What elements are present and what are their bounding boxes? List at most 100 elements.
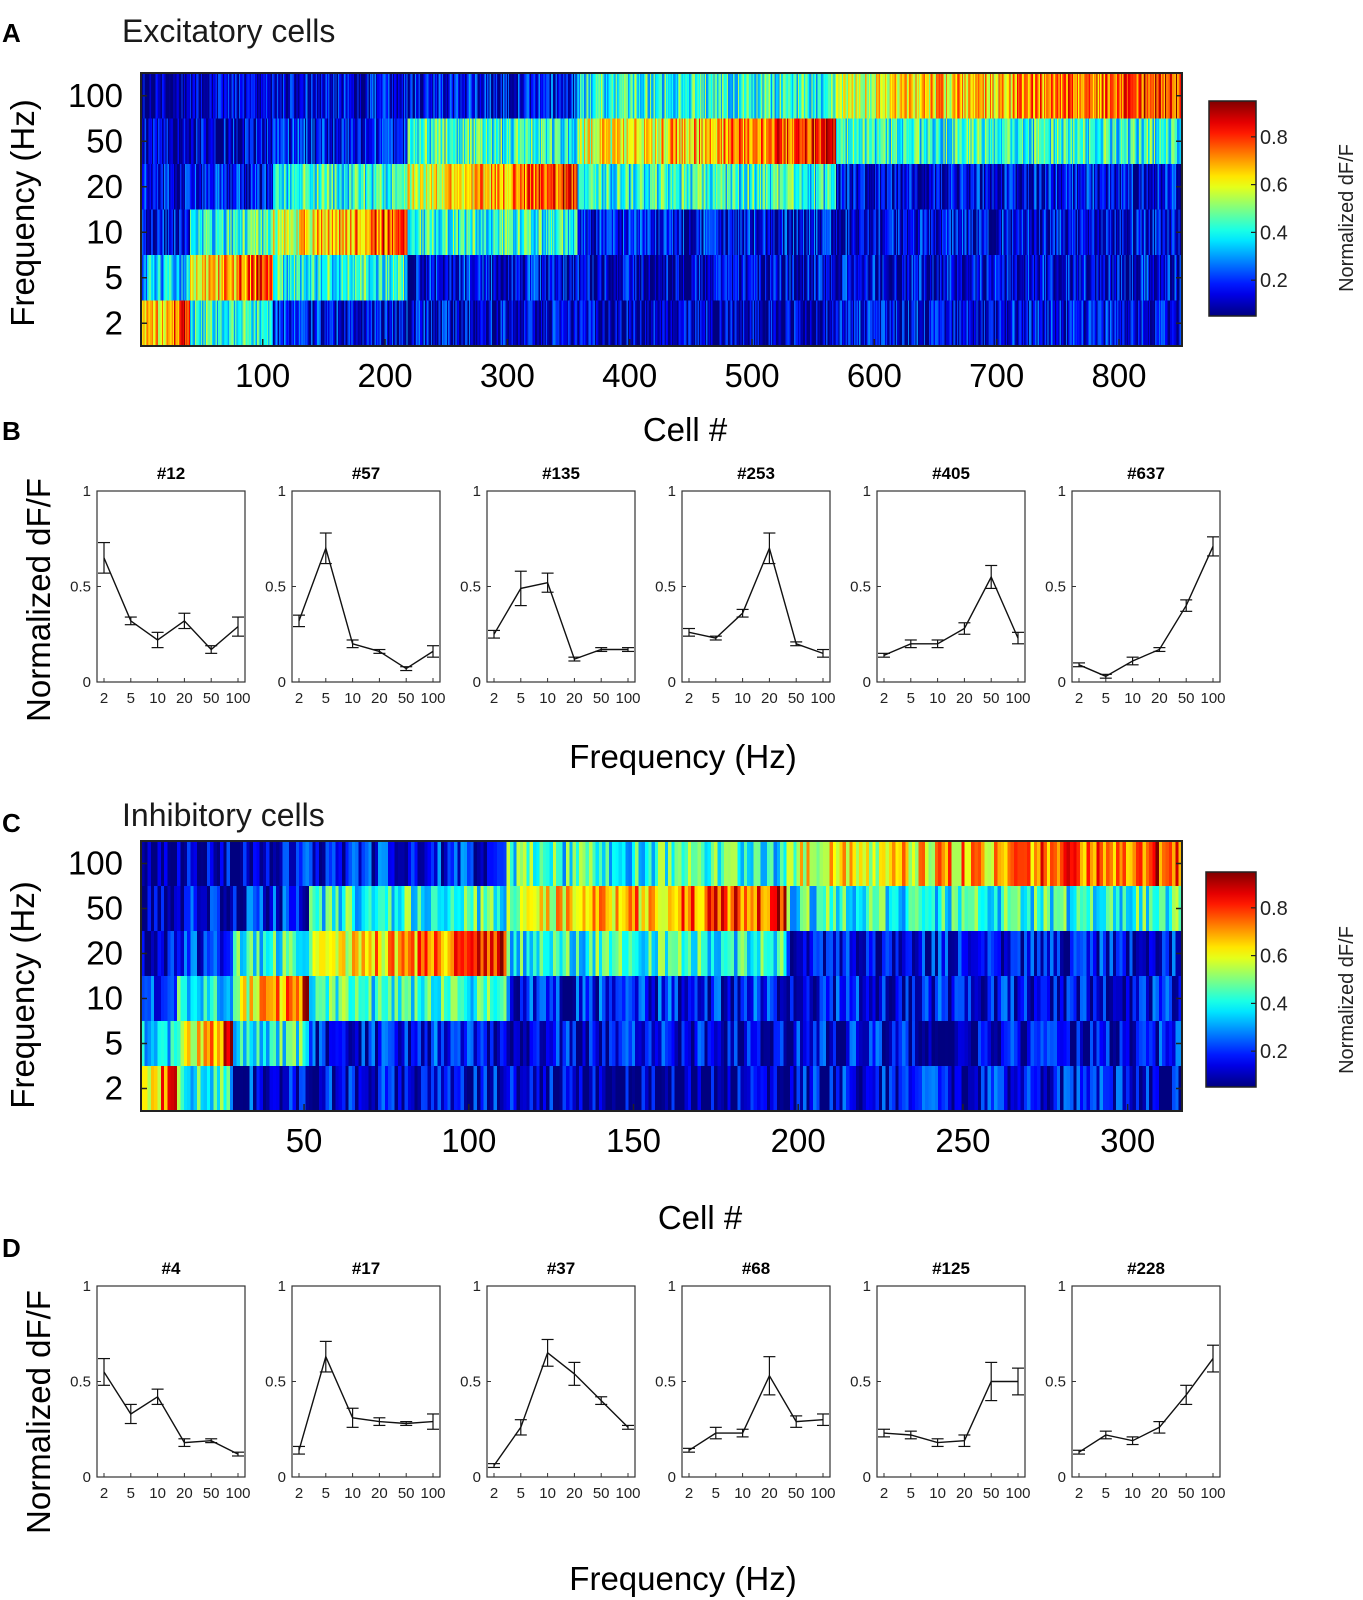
heatmap-a-cell (944, 118, 947, 165)
heatmap-a-cell (251, 164, 253, 210)
heatmap-a-cell (297, 164, 300, 210)
heatmap-a-cell (817, 255, 820, 301)
heatmap-a-cell (848, 255, 850, 301)
heatmap-a-cell (1128, 118, 1130, 165)
heatmap-a-cell (775, 73, 778, 119)
heatmap-a-cell (433, 300, 436, 347)
heatmap-a-cell (556, 164, 559, 210)
heatmap-a-cell (952, 164, 954, 210)
heatmap-a-cell (285, 300, 288, 347)
heatmap-a-cell (160, 164, 163, 210)
heatmap-a-cell (892, 300, 894, 347)
heatmap-a-cell (473, 73, 476, 119)
heatmap-a-cell (247, 255, 250, 301)
heatmap-a-cell (752, 164, 755, 210)
heatmap-a-cell (899, 255, 902, 301)
heatmap-a-cell (1087, 73, 1090, 119)
heatmap-a-cell (1084, 73, 1086, 119)
heatmap-a-cell (367, 209, 370, 256)
heatmap-a-cell (1130, 255, 1133, 301)
heatmap-a-cell (1015, 209, 1018, 256)
heatmap-a-cell (207, 209, 209, 256)
heatmap-a-cell (534, 73, 537, 119)
heatmap-a-cell (262, 209, 264, 256)
heatmap-a-cell (478, 73, 481, 119)
heatmap-a-cell (625, 164, 628, 210)
heatmap-a-cell (1043, 255, 1046, 301)
heatmap-a-cell (701, 255, 703, 301)
heatmap-a-cell (905, 73, 908, 119)
heatmap-a-cell (818, 300, 821, 347)
heatmap-a-cell (587, 118, 590, 165)
heatmap-a-cell (939, 73, 942, 119)
heatmap-a-cell (220, 118, 223, 165)
heatmap-a-cell (1112, 73, 1114, 119)
heatmap-a-cell (794, 255, 796, 301)
heatmap-a-cell (729, 255, 732, 301)
heatmap-a-cell (892, 255, 894, 301)
heatmap-a-cell (485, 118, 488, 165)
heatmap-a-cell (353, 118, 356, 165)
heatmap-a-cell (446, 300, 449, 347)
heatmap-a-cell (937, 73, 940, 119)
heatmap-a-cell (215, 73, 218, 119)
heatmap-a-cell (1016, 164, 1019, 210)
heatmap-a-cell (949, 255, 952, 301)
heatmap-a-cell (1108, 118, 1111, 165)
heatmap-a-cell (462, 118, 465, 165)
heatmap-a-cell (576, 209, 579, 256)
heatmap-a-cell (202, 209, 204, 256)
heatmap-a-cell (216, 209, 219, 256)
heatmap-a-cell (664, 164, 667, 210)
heatmap-a-cell (1146, 164, 1149, 210)
heatmap-a-cell (1119, 118, 1122, 165)
heatmap-a-cell (790, 255, 793, 301)
heatmap-a-cell (593, 209, 596, 256)
heatmap-a-cell (596, 164, 598, 210)
heatmap-a-cell (249, 118, 252, 165)
heatmap-a-cell (955, 164, 958, 210)
heatmap-a-cell (263, 164, 266, 210)
heatmap-a-cell (1125, 300, 1128, 347)
heatmap-a-cell (885, 118, 888, 165)
heatmap-a-cell (906, 209, 909, 256)
heatmap-a-cell (484, 255, 487, 301)
heatmap-a-cell (505, 209, 508, 256)
heatmap-a-cell (345, 209, 348, 256)
heatmap-a-cell (1002, 300, 1004, 347)
heatmap-a-cell (445, 73, 448, 119)
heatmap-a-cell (522, 300, 525, 347)
heatmap-a-cell (1054, 209, 1057, 256)
heatmap-a-cell (636, 73, 639, 119)
heatmap-a-cell (526, 300, 529, 347)
heatmap-a-cell (522, 73, 525, 119)
heatmap-a-cell (559, 300, 562, 347)
heatmap-a-cell (471, 164, 473, 210)
heatmap-a-cell (433, 118, 436, 165)
heatmap-a-cell (1057, 300, 1059, 347)
heatmap-a-cell (506, 73, 509, 119)
heatmap-a-cell (152, 300, 154, 347)
heatmap-a-cell (670, 164, 673, 210)
heatmap-a-cell (667, 164, 669, 210)
heatmap-a-cell (1130, 300, 1133, 347)
heatmap-a-cell (578, 73, 581, 119)
heatmap-a-cell (205, 300, 208, 347)
heatmap-a-cell (668, 255, 670, 301)
heatmap-a-cell (496, 118, 499, 165)
heatmap-a-cell (196, 118, 198, 165)
heatmap-a-cell (441, 73, 444, 119)
heatmap-a-cell (229, 300, 231, 347)
heatmap-a-cell (936, 300, 938, 347)
heatmap-a-cell (566, 300, 569, 347)
heatmap-a-cell (597, 209, 599, 256)
heatmap-a-cell (1111, 300, 1113, 347)
heatmap-a-cell (687, 118, 690, 165)
heatmap-a-cell (662, 73, 664, 119)
heatmap-a-cell (610, 118, 613, 165)
heatmap-a-cell (297, 255, 300, 301)
heatmap-a-cell (339, 118, 341, 165)
heatmap-a-cell (960, 73, 963, 119)
heatmap-a-cell (613, 118, 615, 165)
